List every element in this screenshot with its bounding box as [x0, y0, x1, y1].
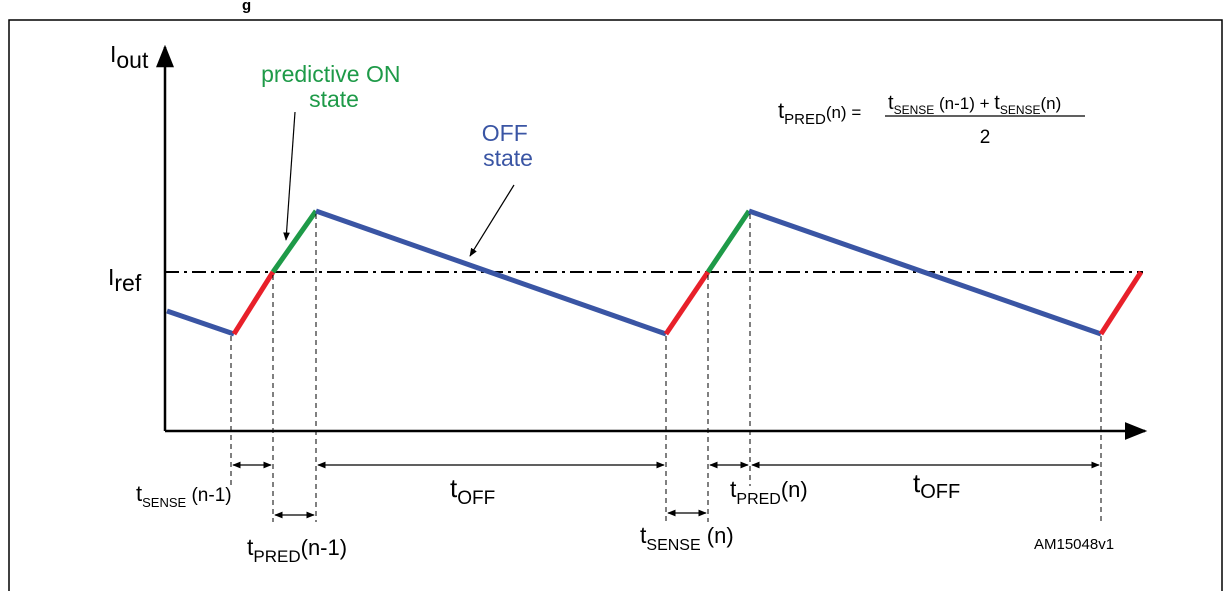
off-segment-initial [166, 308, 235, 337]
toff-2-label: tOFF [913, 468, 960, 503]
figure-frame [8, 19, 1223, 591]
current-waveform [166, 208, 1144, 337]
tpred-prev-label: tPRED(n-1) [247, 534, 347, 566]
predictive-segment-1 [270, 209, 319, 274]
tpred-formula: tPRED(n) = tSENSE (n-1) + tSENSE(n) 2 [778, 92, 1085, 148]
toff-1-label: tOFF [450, 473, 495, 509]
predictive-on-label: predictive ON state [261, 61, 407, 112]
timing-dimension-arrows [232, 461, 1100, 519]
predictive-segment-2 [705, 209, 752, 274]
off-state-pointer [469, 184, 515, 257]
sense-segment-1 [231, 270, 276, 336]
figure-id: AM15048v1 [1034, 536, 1114, 553]
tpred-n-label: tPRED(n) [730, 476, 808, 508]
timing-guides [230, 214, 1102, 522]
svg-text:tSENSE (n-1) + tSENSE(n): tSENSE (n-1) + tSENSE(n) [888, 92, 1061, 117]
y-axis-label: Iout [110, 41, 149, 73]
off-segment-1 [315, 208, 667, 337]
sense-segment-3 [1098, 270, 1144, 336]
sense-segment-2 [663, 270, 711, 336]
svg-text:2: 2 [980, 127, 991, 148]
svg-text:tPRED(n) =: tPRED(n) = [778, 98, 861, 128]
figure-caption-fragment: g [242, 0, 251, 14]
tsense-n-label: tSENSE (n) [640, 522, 734, 554]
tsense-prev-label: tSENSE (n-1) [136, 481, 232, 510]
off-state-label: OFF state [482, 120, 534, 171]
predictive-on-pointer [283, 111, 296, 241]
off-segment-2 [748, 208, 1102, 337]
reference-current-label: Iref [108, 264, 142, 296]
